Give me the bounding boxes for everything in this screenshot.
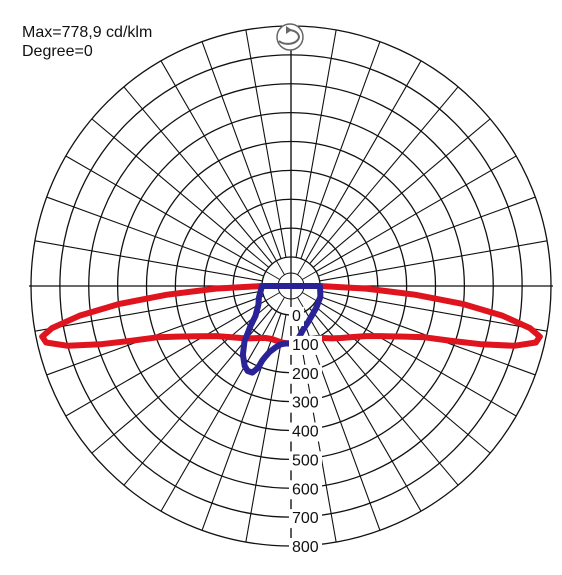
tick-label-bg — [289, 335, 322, 355]
tick-label-bg — [289, 509, 322, 529]
degree-label: Degree=0 — [22, 42, 96, 61]
tick-label: 100 — [292, 337, 319, 354]
grid-spoke — [160, 60, 277, 262]
series-curve-1 — [239, 283, 324, 376]
tick-label: 700 — [292, 510, 319, 527]
grid-hub-spoke — [265, 292, 280, 301]
grid-spoke — [315, 300, 517, 417]
grid-spoke — [295, 29, 337, 258]
grid-hub-spoke — [302, 271, 317, 280]
rotate-icon — [276, 23, 304, 51]
grid-hub-spoke — [302, 292, 317, 301]
grid-hub-spoke — [297, 297, 306, 312]
tick-label: 600 — [292, 481, 319, 498]
grid-spoke — [305, 310, 422, 512]
grid-spoke — [300, 41, 381, 259]
grid-spoke — [318, 196, 536, 277]
grid-spoke — [91, 304, 270, 454]
tick-label-bg — [289, 393, 322, 413]
tick-label-bg — [289, 538, 322, 557]
tick-label: 200 — [292, 366, 319, 383]
grid-spoke — [315, 155, 517, 272]
grid-hub-spoke — [276, 297, 285, 312]
grid-spoke — [309, 86, 459, 265]
grid-spoke — [91, 118, 270, 268]
tick-label: 300 — [292, 395, 319, 412]
grid-spoke — [245, 29, 287, 258]
grid-spoke — [312, 304, 491, 454]
tick-label-bg — [289, 307, 304, 326]
grid-spoke — [312, 118, 491, 268]
grid-spoke — [34, 290, 263, 332]
grid-spoke — [201, 313, 282, 531]
grid-spoke — [160, 310, 277, 512]
grid-hub-spoke — [297, 260, 306, 275]
grid-spoke — [46, 196, 264, 277]
grid-spoke — [65, 155, 267, 272]
grid-spoke — [305, 60, 422, 262]
tick-label: 0 — [292, 308, 301, 325]
tick-label-bg — [289, 364, 322, 384]
grid-hub-spoke — [265, 271, 280, 280]
tick-label-bg — [289, 480, 322, 500]
tick-label-bg — [289, 451, 322, 471]
tick-label-bg — [289, 422, 322, 442]
grid-spoke — [319, 290, 548, 332]
grid-spoke — [245, 314, 287, 543]
grid-spoke — [34, 240, 263, 282]
grid-spoke — [65, 300, 267, 417]
tick-label: 500 — [292, 452, 319, 469]
grid-hub-spoke — [276, 260, 285, 275]
grid-spoke — [201, 41, 282, 259]
grid-spoke — [319, 240, 548, 282]
tick-label: 400 — [292, 424, 319, 441]
max-intensity-label: Max=778,9 cd/klm — [22, 23, 156, 42]
tick-label: 800 — [292, 539, 319, 556]
radial-tick-labels: 0 100 200 300 400 500 600 700 800 — [289, 307, 322, 557]
grid-spoke — [123, 86, 273, 265]
